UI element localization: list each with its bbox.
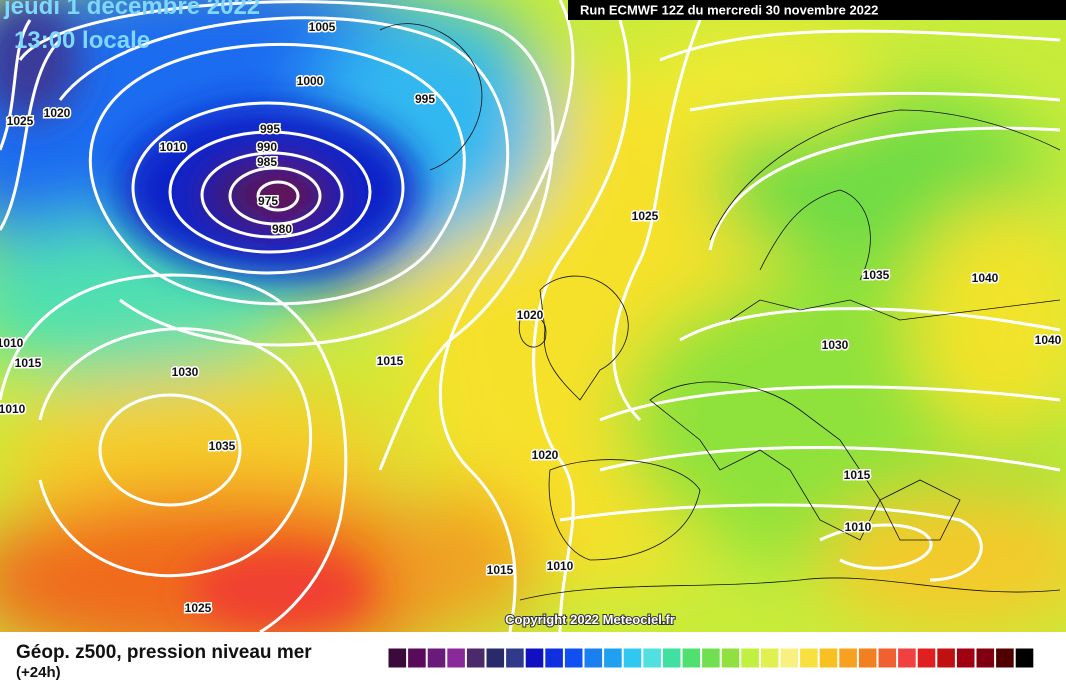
isobar-label: 995	[260, 122, 280, 136]
isobar-label: 990	[257, 140, 277, 154]
color-swatch	[583, 647, 604, 669]
color-swatch	[681, 647, 702, 669]
isobar-label: 1025	[632, 209, 659, 223]
color-swatch	[622, 647, 643, 669]
color-swatch	[544, 647, 564, 669]
color-swatch	[740, 647, 760, 669]
color-swatch	[387, 647, 408, 669]
color-swatch	[407, 647, 427, 669]
color-swatch	[818, 647, 839, 669]
color-swatch	[877, 647, 898, 669]
isobar-label: 1030	[172, 365, 199, 379]
isobar-label: 985	[257, 155, 277, 169]
isobar-label: 1015	[487, 563, 514, 577]
color-swatch	[642, 647, 662, 669]
color-swatch	[485, 647, 506, 669]
legend-title: Géop. z500, pression niveau mer	[16, 642, 312, 663]
color-swatch	[995, 647, 1015, 669]
color-swatch	[446, 647, 466, 669]
time: 13:00 locale	[14, 27, 150, 54]
isobar-label: 1040	[972, 271, 999, 285]
isobar-label: 1035	[209, 439, 236, 453]
isobar-label: 1030	[822, 338, 849, 352]
color-swatch	[720, 647, 741, 669]
color-swatch	[563, 647, 584, 669]
isobar-label: 1020	[44, 106, 71, 120]
isobar-label: 1015	[844, 468, 871, 482]
color-swatch	[426, 647, 447, 669]
isobar-label: 1040	[1035, 333, 1062, 347]
run-info: Run ECMWF 12Z du mercredi 30 novembre 20…	[580, 2, 878, 17]
color-swatch	[799, 647, 819, 669]
color-swatch	[661, 647, 682, 669]
copyright: Copyright 2022 Meteociel.fr	[505, 612, 675, 627]
color-swatch	[603, 647, 623, 669]
color-swatch	[897, 647, 917, 669]
isobar-label: 1005	[309, 20, 336, 34]
color-swatch	[759, 647, 780, 669]
isobar-label: 1020	[532, 448, 559, 462]
isobar-label: 980	[272, 222, 292, 236]
isobar-label: 1010	[0, 336, 24, 350]
color-swatch	[465, 647, 486, 669]
color-swatch	[505, 647, 525, 669]
color-scale	[387, 647, 1035, 669]
legend-subtitle: (+24h)	[16, 664, 61, 681]
color-swatch	[524, 647, 545, 669]
coastlines	[379, 23, 1061, 601]
color-swatch	[1014, 647, 1035, 669]
isobar-label: 1010	[160, 140, 187, 154]
isobar-label: 1010	[0, 402, 26, 416]
isobars	[0, 0, 1061, 634]
run-banner	[568, 0, 1066, 20]
color-swatch	[838, 647, 858, 669]
isobar-label: 1010	[845, 520, 872, 534]
color-swatch	[955, 647, 976, 669]
color-swatch	[857, 647, 878, 669]
color-swatch	[701, 647, 721, 669]
color-swatch	[779, 647, 800, 669]
isobar-label: 1000	[297, 74, 324, 88]
isobar-label: 995	[415, 92, 435, 106]
isobar-label: 1035	[863, 268, 890, 282]
isobar-label: 1010	[547, 559, 574, 573]
isobar-label: 1020	[517, 308, 544, 322]
isobar-label: 1025	[185, 601, 212, 615]
isobar-label: 1025	[7, 114, 34, 128]
color-swatch	[975, 647, 996, 669]
color-swatch	[916, 647, 937, 669]
isobar-label: 975	[258, 194, 278, 208]
date: jeudi 1 décembre 2022	[3, 0, 260, 20]
isobar-label: 1015	[15, 356, 42, 370]
color-swatch	[936, 647, 956, 669]
isobar-label: 1015	[377, 354, 404, 368]
